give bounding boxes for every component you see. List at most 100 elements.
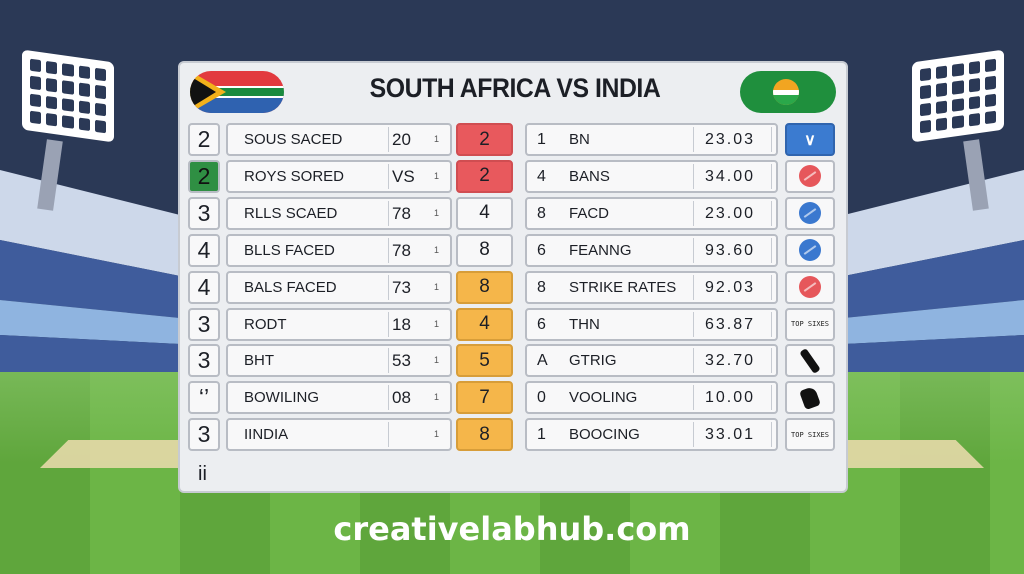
stat-tick: 1 [434,355,440,366]
stat-value: 18 [392,314,411,334]
floodlight-icon [912,49,1004,143]
stat-tick: 1 [434,429,440,440]
india-flag-icon [740,71,836,113]
stat-label: RODT [244,315,287,333]
row-rank: 2 [188,159,220,193]
stat-value: 23.03 [705,131,756,148]
stat-tick: 1 [434,244,440,255]
stat-label: BALS FACED [244,278,337,296]
stat-label: SOUS SACED [244,131,343,148]
table-row: 4 BANS 34.00 [525,159,850,193]
stat-cell: 6 FEANNG 93.60 [525,233,778,267]
table-row: 4 BLLS FACED 78 1 8 [188,233,513,267]
stat-label: FEANNG [569,241,632,259]
table-row: 2 ROYS SORED VS 1 2 [188,159,513,193]
stat-label: IINDIA [244,426,289,444]
row-index: 4 [537,167,546,185]
stat-cell: 1 BOOCING 33.01 [525,418,778,452]
row-rank: 3 [188,307,220,341]
stat-value: 63.87 [705,315,756,333]
table-row: 6 FEANNG 93.60 [525,233,850,267]
table-row: 8 STRIKE RATES 92.03 [525,270,850,304]
stat-tick: 1 [434,281,440,292]
stat-cell: BOWILING 08 1 [226,381,452,415]
stat-value: 93.60 [705,241,756,259]
stat-tick: 1 [434,207,440,218]
row-rank: ‘’ [188,381,220,415]
stat-icon-cell [785,233,835,267]
stat-label: ROYS SORED [244,167,345,185]
blue-ball-icon [799,202,821,225]
stat-cell: 6 THN 63.87 [525,307,778,341]
row-index: 1 [537,426,546,444]
row-index: 1 [537,131,546,148]
stat-label: RLLS SCAED [244,204,338,222]
stat-value: 32.70 [705,352,756,370]
blue-ball-icon [799,239,821,262]
stat-label: BOOCING [569,426,640,444]
stat-icon-cell: TOP SIXES [785,418,835,452]
stat-tick: 1 [434,170,440,181]
stat-value: 92.03 [705,278,756,296]
stat-tick: 1 [434,318,440,329]
stat-cell: BLLS FACED 78 1 [226,233,452,267]
score-badge: 7 [456,381,513,415]
score-badge: 8 [456,418,513,452]
site-watermark: creativelabhub.com [333,510,691,548]
stat-icon-cell [785,381,835,415]
stat-value: 20 [392,130,411,149]
top-sixes-icon: TOP SIXES [791,320,829,328]
stat-cell: A GTRIG 32.70 [525,344,778,378]
stat-cell: RODT 18 1 [226,307,452,341]
table-row: 8 FACD 23.00 [525,196,850,230]
table-row: 3 RODT 18 1 4 [188,307,513,341]
score-badge: 2 [456,123,513,156]
stat-value: 23.00 [705,204,756,222]
south-africa-flag-icon [190,71,284,113]
stat-icon-cell [785,159,835,193]
stat-icon-cell [785,196,835,230]
stat-cell: 0 VOOLING 10.00 [525,381,778,415]
table-row: 0 VOOLING 10.00 [525,381,850,415]
stat-label: BHT [244,352,274,370]
stat-icon-cell: ∨ [785,123,835,156]
scoreboard: SOUTH AFRICA VS INDIA 2 SOUS SACED 20 1 2 2 RO… [178,61,848,493]
india-stats-panel: 1 BN 23.03 ∨ 4 BANS 34.00 8 FACD 23.00 6 FEANNG 93.6… [525,123,850,458]
stat-cell: BALS FACED 73 1 [226,270,452,304]
stat-cell: 1 BN 23.03 [525,123,778,156]
south-africa-stats-panel: 2 SOUS SACED 20 1 2 2 ROYS SORED VS 1 2 3 RLLS SCAE… [188,123,513,458]
stat-value: 33.01 [705,426,756,444]
stat-cell: BHT 53 1 [226,344,452,378]
bat-icon [799,347,821,374]
table-row: ‘’ BOWILING 08 1 7 [188,381,513,415]
stat-value: 08 [392,388,411,408]
stat-value: 78 [392,203,411,223]
stat-icon-cell: TOP SIXES [785,307,835,341]
stat-value: 73 [392,277,411,297]
score-badge: 4 [456,196,513,230]
stat-label: THN [569,315,600,333]
score-badge: 5 [456,344,513,378]
row-index: 8 [537,278,546,296]
table-row: 3 RLLS SCAED 78 1 4 [188,196,513,230]
stat-label: FACD [569,204,610,222]
floodlight-icon [22,49,114,143]
top-sixes-icon: TOP SIXES [791,430,829,439]
table-row: 2 SOUS SACED 20 1 2 [188,123,513,156]
stat-label: GTRIG [569,352,617,370]
stat-cell: RLLS SCAED 78 1 [226,196,452,230]
score-badge: 8 [456,233,513,267]
stat-value: VS [392,166,415,186]
page-title: SOUTH AFRICA VS INDIA [369,73,661,103]
stat-value: 34.00 [705,167,756,185]
left-stand [0,170,200,390]
stat-cell: 4 BANS 34.00 [525,159,778,193]
stat-label: BANS [569,167,610,185]
stat-icon-cell [785,344,835,378]
red-ball-icon [799,276,821,299]
table-row: 3 BHT 53 1 5 [188,344,513,378]
row-rank: 3 [188,418,220,452]
red-ball-icon [799,165,821,188]
table-row: 1 BN 23.03 ∨ [525,123,850,156]
stat-label: BOWILING [244,389,320,407]
